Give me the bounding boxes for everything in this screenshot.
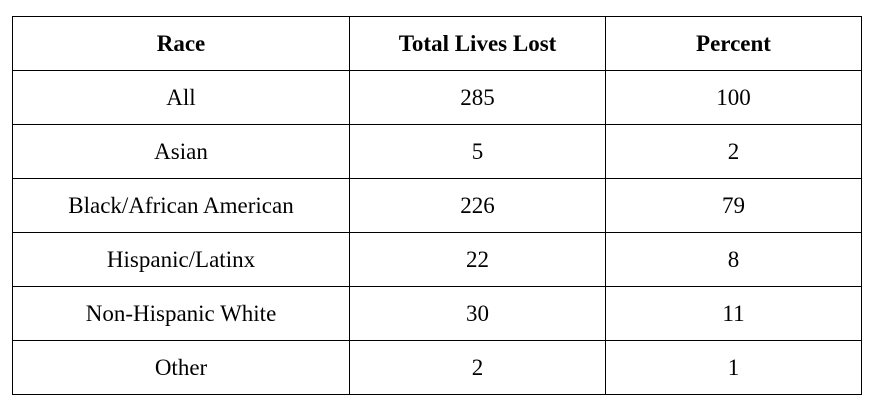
table-cell: 22	[349, 232, 606, 287]
table-cell: 8	[605, 232, 862, 287]
table-row: All 285 100	[12, 70, 862, 125]
table-row: Other 2 1	[12, 340, 862, 395]
table-row: Asian 5 2	[12, 124, 862, 179]
header-row: Race Total Lives Lost Percent	[12, 16, 862, 71]
table-row: Non-Hispanic White 30 11	[12, 286, 862, 341]
table-row: Black/African American 226 79	[12, 178, 862, 233]
table-cell: 79	[605, 178, 862, 233]
table-row: Hispanic/Latinx 22 8	[12, 232, 862, 287]
table-cell: Black/African American	[12, 178, 350, 233]
header-cell: Percent	[605, 16, 862, 71]
table-cell: 30	[349, 286, 606, 341]
header-cell: Race	[12, 16, 350, 71]
data-table: Race Total Lives Lost Percent All 285 100 Asi…	[12, 16, 862, 395]
table-cell: Other	[12, 340, 350, 395]
table-cell: 2	[349, 340, 606, 395]
table-cell: 226	[349, 178, 606, 233]
table-cell: 1	[605, 340, 862, 395]
table-cell: 2	[605, 124, 862, 179]
table-cell: 285	[349, 70, 606, 125]
table-cell: Hispanic/Latinx	[12, 232, 350, 287]
table-cell: 11	[605, 286, 862, 341]
header-cell: Total Lives Lost	[349, 16, 606, 71]
table-cell: Asian	[12, 124, 350, 179]
table-cell: Non-Hispanic White	[12, 286, 350, 341]
table-cell: All	[12, 70, 350, 125]
table-cell: 5	[349, 124, 606, 179]
table-cell: 100	[605, 70, 862, 125]
